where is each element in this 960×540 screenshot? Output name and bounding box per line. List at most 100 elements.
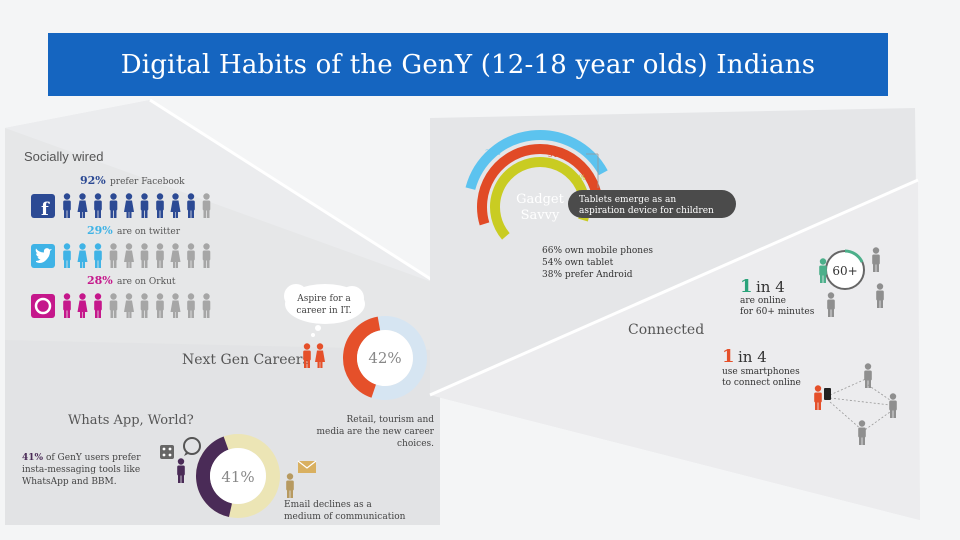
bubble-line-2: career in IT. [296, 306, 351, 316]
network-lines [829, 377, 891, 433]
orkut-pct: 28% [87, 274, 113, 287]
whatsapp-text-line-2: insta-messaging tools like [22, 465, 140, 475]
orkut-people [63, 293, 211, 318]
gadget-label-1: Gadget [516, 192, 564, 207]
facebook-icon [31, 194, 55, 218]
grey-person-icon [109, 293, 118, 318]
career-donut-label: 42% [368, 349, 401, 367]
email-note-line-1: Email declines as a [284, 500, 372, 510]
career-note-line-2: media are the new career [316, 427, 434, 437]
whatsapp-donut-arc [196, 436, 233, 518]
highlighted-person-icon [63, 293, 71, 318]
stat2-big-1: 1 [722, 346, 735, 367]
career-donut: 42% [343, 316, 427, 400]
highlighted-person-icon [94, 193, 102, 218]
grey-person-icon [889, 393, 897, 418]
blackberry-icon [160, 445, 174, 459]
twitter-row: 29% are on twitter [31, 224, 211, 268]
grey-person-icon [156, 293, 164, 318]
grey-person-icon [864, 363, 872, 388]
highlighted-person-icon [140, 193, 149, 218]
whatsapp-person-icon [177, 458, 185, 483]
orkut-icon [31, 294, 55, 318]
smartphone-icon [824, 388, 831, 400]
grey-person-icon [187, 293, 195, 318]
grey-person-icon [202, 293, 211, 318]
email-icon [297, 460, 317, 473]
facebook-row: f 92% prefer Facebook [31, 174, 211, 220]
socially-wired-heading: Socially wired [24, 149, 103, 164]
twitter-pct: 29% [87, 224, 113, 237]
clock-label: 60+ [832, 264, 857, 278]
page-title: Digital Habits of the GenY (12-18 year o… [120, 49, 816, 80]
stat1-big-2: in 4 [756, 278, 785, 296]
grey-person-icon [170, 243, 181, 268]
grey-person-icon [827, 292, 835, 317]
grey-person-icon [202, 193, 211, 218]
whatsapp-text-line-1: 41% of GenY users prefer [22, 453, 141, 463]
grey-person-icon [156, 243, 164, 268]
twitter-text: are on twitter [117, 227, 181, 237]
orkut-text: are on Orkut [117, 277, 176, 287]
grey-person-icon [187, 243, 195, 268]
gadget-rings: Gadget Savvy 38% 54% 66% [465, 130, 608, 243]
gadget-ring-label: 38% [485, 149, 501, 157]
banner-line-2: aspiration device for children [579, 206, 714, 216]
banner-line-1: Tablets emerge as an [579, 195, 676, 205]
career-people-icon [303, 343, 325, 368]
highlighted-person-icon [187, 193, 195, 218]
highlighted-person-icon [63, 193, 71, 218]
gadget-ring-label: 54% [548, 151, 564, 159]
stat1-line-1: are online [740, 296, 786, 306]
whatsapp-text-line-3: WhatsApp and BBM. [22, 477, 117, 487]
grey-person-icon [170, 293, 181, 318]
gadget-fact-2: 54% own tablet [542, 258, 614, 268]
grey-person-icon [140, 293, 149, 318]
connected-heading: Connected [628, 322, 704, 338]
email-person-icon [286, 473, 294, 498]
grey-person-icon [124, 293, 134, 318]
grey-person-icon [872, 247, 880, 272]
stat1-big-1: 1 [740, 276, 753, 297]
grey-person-icon [109, 243, 118, 268]
highlighted-person-icon [156, 193, 164, 218]
facebook-pct: 92% [80, 174, 106, 187]
it-thought-bubble: Aspire for a career in IT. [284, 284, 365, 337]
sixty-plus-clock: 60+ [825, 249, 865, 290]
highlighted-person-icon [77, 193, 88, 218]
gadget-ring-arc [477, 144, 603, 226]
grey-person-icon [124, 243, 134, 268]
smartphone-person-icon [814, 385, 822, 410]
career-donut-arc [343, 316, 381, 398]
online-person-icon [819, 258, 827, 283]
gadget-fact-1: 66% own mobile phones [542, 246, 653, 256]
tablet-banner: Tablets emerge as an aspiration device f… [568, 190, 736, 218]
next-gen-careers-heading: Next Gen Careers [182, 352, 310, 368]
orkut-row: 28% are on Orkut [31, 274, 211, 318]
stat2-big-2: in 4 [738, 348, 767, 366]
grey-person-icon [202, 243, 211, 268]
bubble-line-1: Aspire for a [296, 294, 351, 304]
highlighted-person-icon [77, 243, 88, 268]
highlighted-person-icon [94, 243, 102, 268]
grey-person-icon [140, 243, 149, 268]
grey-person-icon [876, 283, 884, 308]
highlighted-person-icon [94, 293, 102, 318]
facebook-text: prefer Facebook [110, 177, 185, 187]
gadget-label-2: Savvy [521, 208, 560, 223]
svg-text:f: f [41, 199, 50, 220]
stat2-line-1: use smartphones [722, 367, 800, 377]
whatsapp-donut: 41% [196, 434, 280, 518]
stat1-line-2: for 60+ minutes [740, 307, 815, 317]
whatsapp-heading: Whats App, World? [68, 413, 194, 428]
grey-person-icon [858, 420, 866, 445]
career-note-line-1: Retail, tourism and [346, 415, 434, 425]
stat2-line-2: to connect online [722, 378, 801, 388]
highlighted-person-icon [109, 193, 118, 218]
whatsapp-donut-label: 41% [221, 468, 254, 486]
facebook-people [63, 193, 211, 218]
career-note-line-3: choices. [397, 439, 434, 449]
highlighted-person-icon [124, 193, 134, 218]
